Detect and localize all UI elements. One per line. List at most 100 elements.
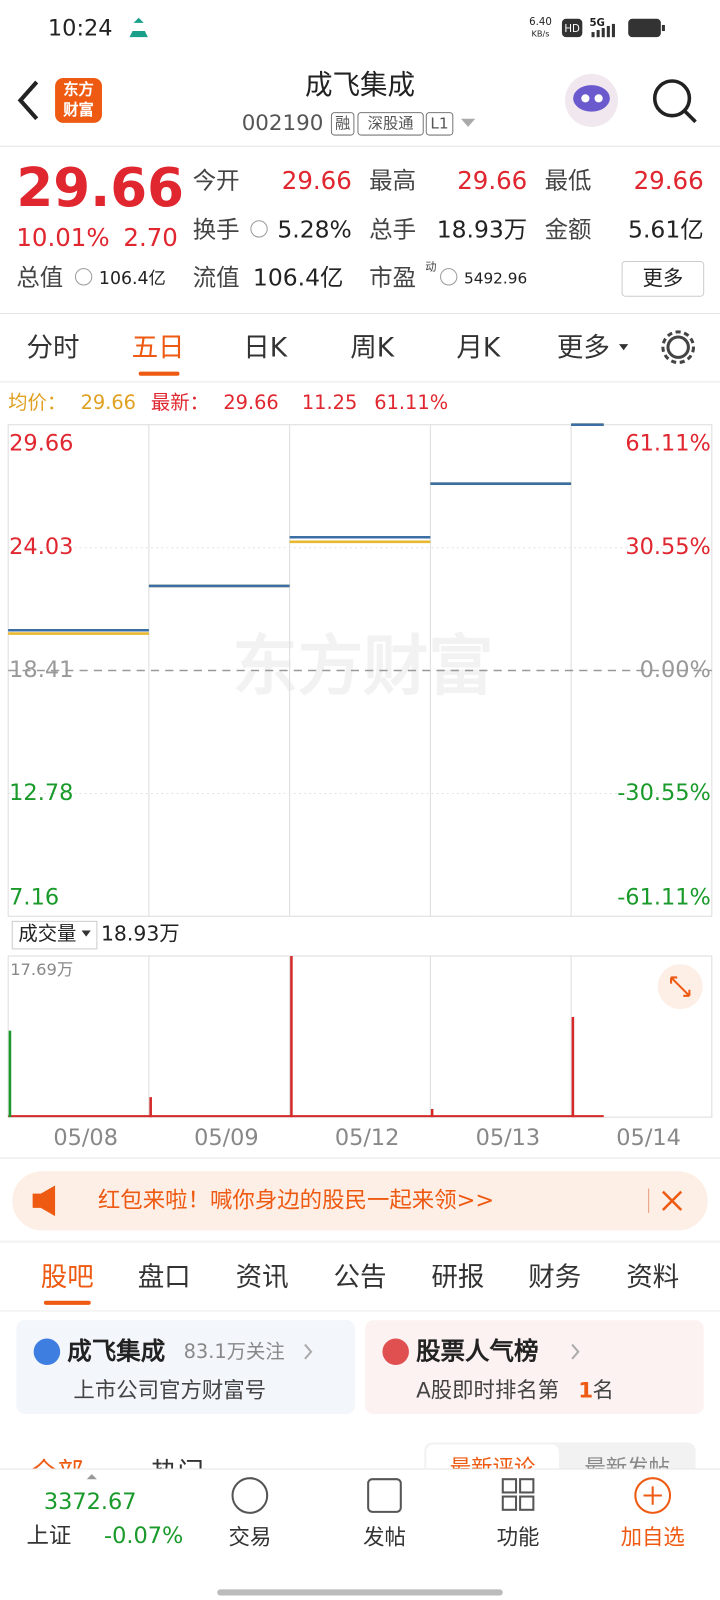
signal-bars (591, 23, 615, 38)
stat-value: 29.66 (282, 166, 352, 195)
period-tab[interactable]: 月K (456, 333, 501, 364)
period-tab[interactable]: 更多 (557, 333, 610, 364)
y2-tick-label: 0.00% (640, 657, 711, 683)
home-indicator (217, 1589, 503, 1596)
search-handle (683, 109, 697, 124)
net-speed: 6.40 (529, 17, 552, 28)
settings-button[interactable] (666, 335, 690, 359)
x-tick-label: 05/14 (616, 1125, 681, 1151)
avatar-eye (594, 94, 603, 103)
bottom-bar (0, 1469, 720, 1600)
volume-total: 18.93万 (101, 922, 180, 946)
volume-bar (430, 1108, 434, 1118)
info-icon[interactable] (440, 268, 458, 286)
period-tab[interactable]: 分时 (27, 333, 80, 364)
company-card[interactable] (16, 1320, 355, 1414)
more-button[interactable] (621, 261, 705, 297)
stat-label: 今开 (193, 166, 240, 194)
latest-value: 29.66 (223, 391, 278, 414)
section-tab[interactable]: 资料 (626, 1262, 679, 1293)
period-tab[interactable]: 周K (350, 333, 394, 364)
nav-item[interactable]: 发帖 (363, 1525, 406, 1550)
hd-badge (561, 18, 583, 38)
tag-box (425, 112, 454, 136)
y-tick-label: 12.78 (9, 780, 73, 806)
chevron (571, 1343, 580, 1360)
tag-box (357, 112, 424, 136)
info-icon[interactable] (74, 268, 93, 286)
section-tab-active[interactable]: 股吧 (41, 1262, 94, 1293)
period-tab[interactable]: 日K (243, 333, 287, 364)
index-name[interactable]: 上证 (27, 1523, 72, 1549)
ranking-card[interactable] (365, 1320, 704, 1414)
avatar-face (573, 85, 610, 112)
y2-tick-label: -61.11% (617, 884, 711, 910)
volume-frame (7, 955, 713, 1118)
function-icon (501, 1478, 535, 1511)
volume-bar (8, 1030, 12, 1118)
nav-item[interactable]: 功能 (497, 1525, 540, 1550)
x-tick-label: 05/13 (476, 1125, 541, 1151)
app-logo[interactable] (55, 77, 102, 123)
dropdown-arrow (81, 930, 91, 937)
stock-title: 成飞集成 (305, 69, 415, 101)
stat-value: 18.93万 (437, 215, 528, 243)
stat-label: 最高 (369, 166, 416, 194)
section-tab[interactable]: 资讯 (236, 1262, 289, 1293)
stat-value: 106.4亿 (253, 263, 344, 291)
stat-value: 29.66 (634, 166, 704, 195)
y2-tick-label: -30.55% (617, 780, 711, 806)
tag-dropdown[interactable] (460, 118, 476, 127)
megaphone-icon (32, 1185, 56, 1217)
volume-bar (290, 956, 293, 1118)
volume-bar (571, 1016, 575, 1118)
card-meta: 83.1万关注 (184, 1340, 285, 1363)
promo-banner[interactable] (12, 1171, 708, 1231)
section-tab[interactable]: 盘口 (138, 1262, 191, 1293)
section-tab[interactable]: 财务 (528, 1262, 581, 1293)
watermark: 东方财富 (233, 629, 494, 705)
stat-label: 市盈 (369, 263, 416, 291)
battery (628, 18, 661, 38)
volume-selector[interactable] (11, 920, 98, 950)
card-title: 股票人气榜 (416, 1337, 538, 1366)
stat-value: 29.66 (457, 166, 527, 195)
y-tick-label: 29.66 (9, 431, 73, 457)
card-subtitle: 上市公司官方财富号 (73, 1379, 266, 1404)
status-icon (129, 17, 148, 38)
banner-text[interactable]: 红包来啦！喊你身边的股民一起来领>> (98, 1187, 494, 1213)
period-tab-active[interactable]: 五日 (132, 333, 185, 364)
latest-change-pct: 61.11% (374, 391, 448, 414)
add-icon (634, 1477, 672, 1514)
volume-selector-text: 成交量 (18, 922, 76, 945)
nav-item[interactable]: 交易 (228, 1525, 271, 1550)
stock-code: 002190 (242, 111, 324, 136)
divider (0, 1240, 720, 1243)
battery-tip (661, 24, 665, 32)
y2-tick-label: 30.55% (625, 534, 711, 560)
section-tab[interactable]: 公告 (334, 1262, 387, 1293)
tag: L1 (430, 114, 448, 132)
tab-indicator (138, 371, 180, 376)
expand-icon (670, 976, 691, 997)
index-change[interactable]: -0.07% (104, 1523, 183, 1549)
stat-label: 流值 (193, 263, 240, 291)
stat-value: 5492.96 (464, 269, 527, 287)
tag-box (330, 112, 355, 136)
index-value[interactable]: 3372.67 (44, 1489, 137, 1515)
price-chart: 东方财富 29.66 61.11% 24.03 30.55% 18.41 0.00% 12.… (7, 423, 713, 917)
back-button[interactable] (17, 80, 39, 121)
search-button[interactable] (652, 79, 692, 118)
section-tab[interactable]: 研报 (431, 1262, 484, 1293)
banner-close[interactable] (661, 1190, 683, 1211)
card-title: 成飞集成 (67, 1337, 165, 1366)
info-icon[interactable] (250, 220, 268, 238)
hd-text: HD (564, 24, 580, 35)
nav-item[interactable]: 加自选 (621, 1525, 685, 1550)
company-icon (33, 1338, 61, 1365)
stat-label: 总值 (16, 263, 63, 291)
card-subtitle: 名 (593, 1379, 614, 1404)
status-time: 10:24 (48, 16, 113, 42)
